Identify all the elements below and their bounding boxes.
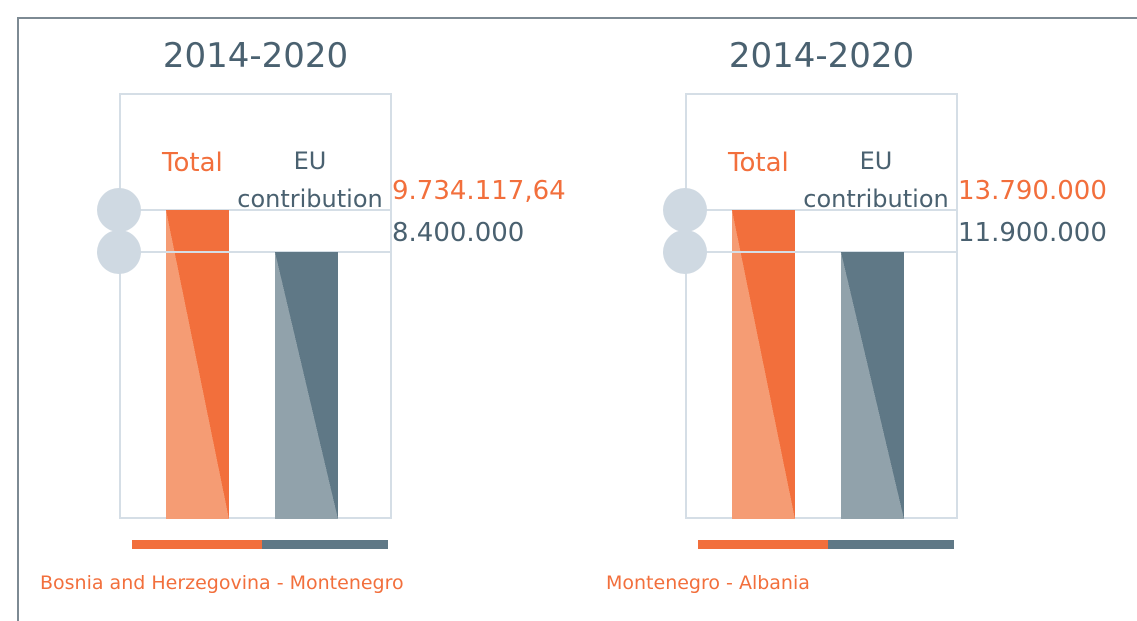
- legend-bar: [698, 540, 828, 549]
- value-line: [685, 209, 958, 211]
- value-line: [119, 251, 392, 254]
- caption: Bosnia and Herzegovina - Montenegro: [40, 572, 404, 594]
- legend-bar: [828, 540, 954, 549]
- bar: [166, 210, 229, 519]
- legend-bar: [262, 540, 388, 549]
- caption: Montenegro - Albania: [606, 572, 810, 594]
- value-dot: [97, 188, 141, 232]
- value-dot: [663, 188, 707, 232]
- bar: [841, 252, 904, 519]
- value-line: [685, 251, 958, 254]
- category-label: EU contribution: [237, 147, 383, 214]
- value-dot: [663, 230, 707, 275]
- category-label: EU contribution: [803, 147, 949, 214]
- legend-bar: [132, 540, 262, 549]
- panel-box: [685, 93, 958, 519]
- bar: [732, 210, 795, 519]
- bar: [275, 252, 338, 519]
- panel-title: 2014-2020: [728, 36, 915, 76]
- value-label: 13.790.000: [958, 176, 1107, 206]
- category-label: Total: [162, 148, 223, 178]
- panel-title: 2014-2020: [162, 36, 349, 76]
- category-label: Total: [728, 148, 789, 178]
- frame: [17, 17, 1137, 621]
- value-label: 11.900.000: [958, 218, 1107, 249]
- panel-box: [119, 93, 392, 519]
- value-label: 9.734.117,64: [392, 176, 566, 206]
- value-label: 8.400.000: [392, 218, 525, 249]
- value-dot: [97, 230, 141, 275]
- value-line: [119, 209, 392, 211]
